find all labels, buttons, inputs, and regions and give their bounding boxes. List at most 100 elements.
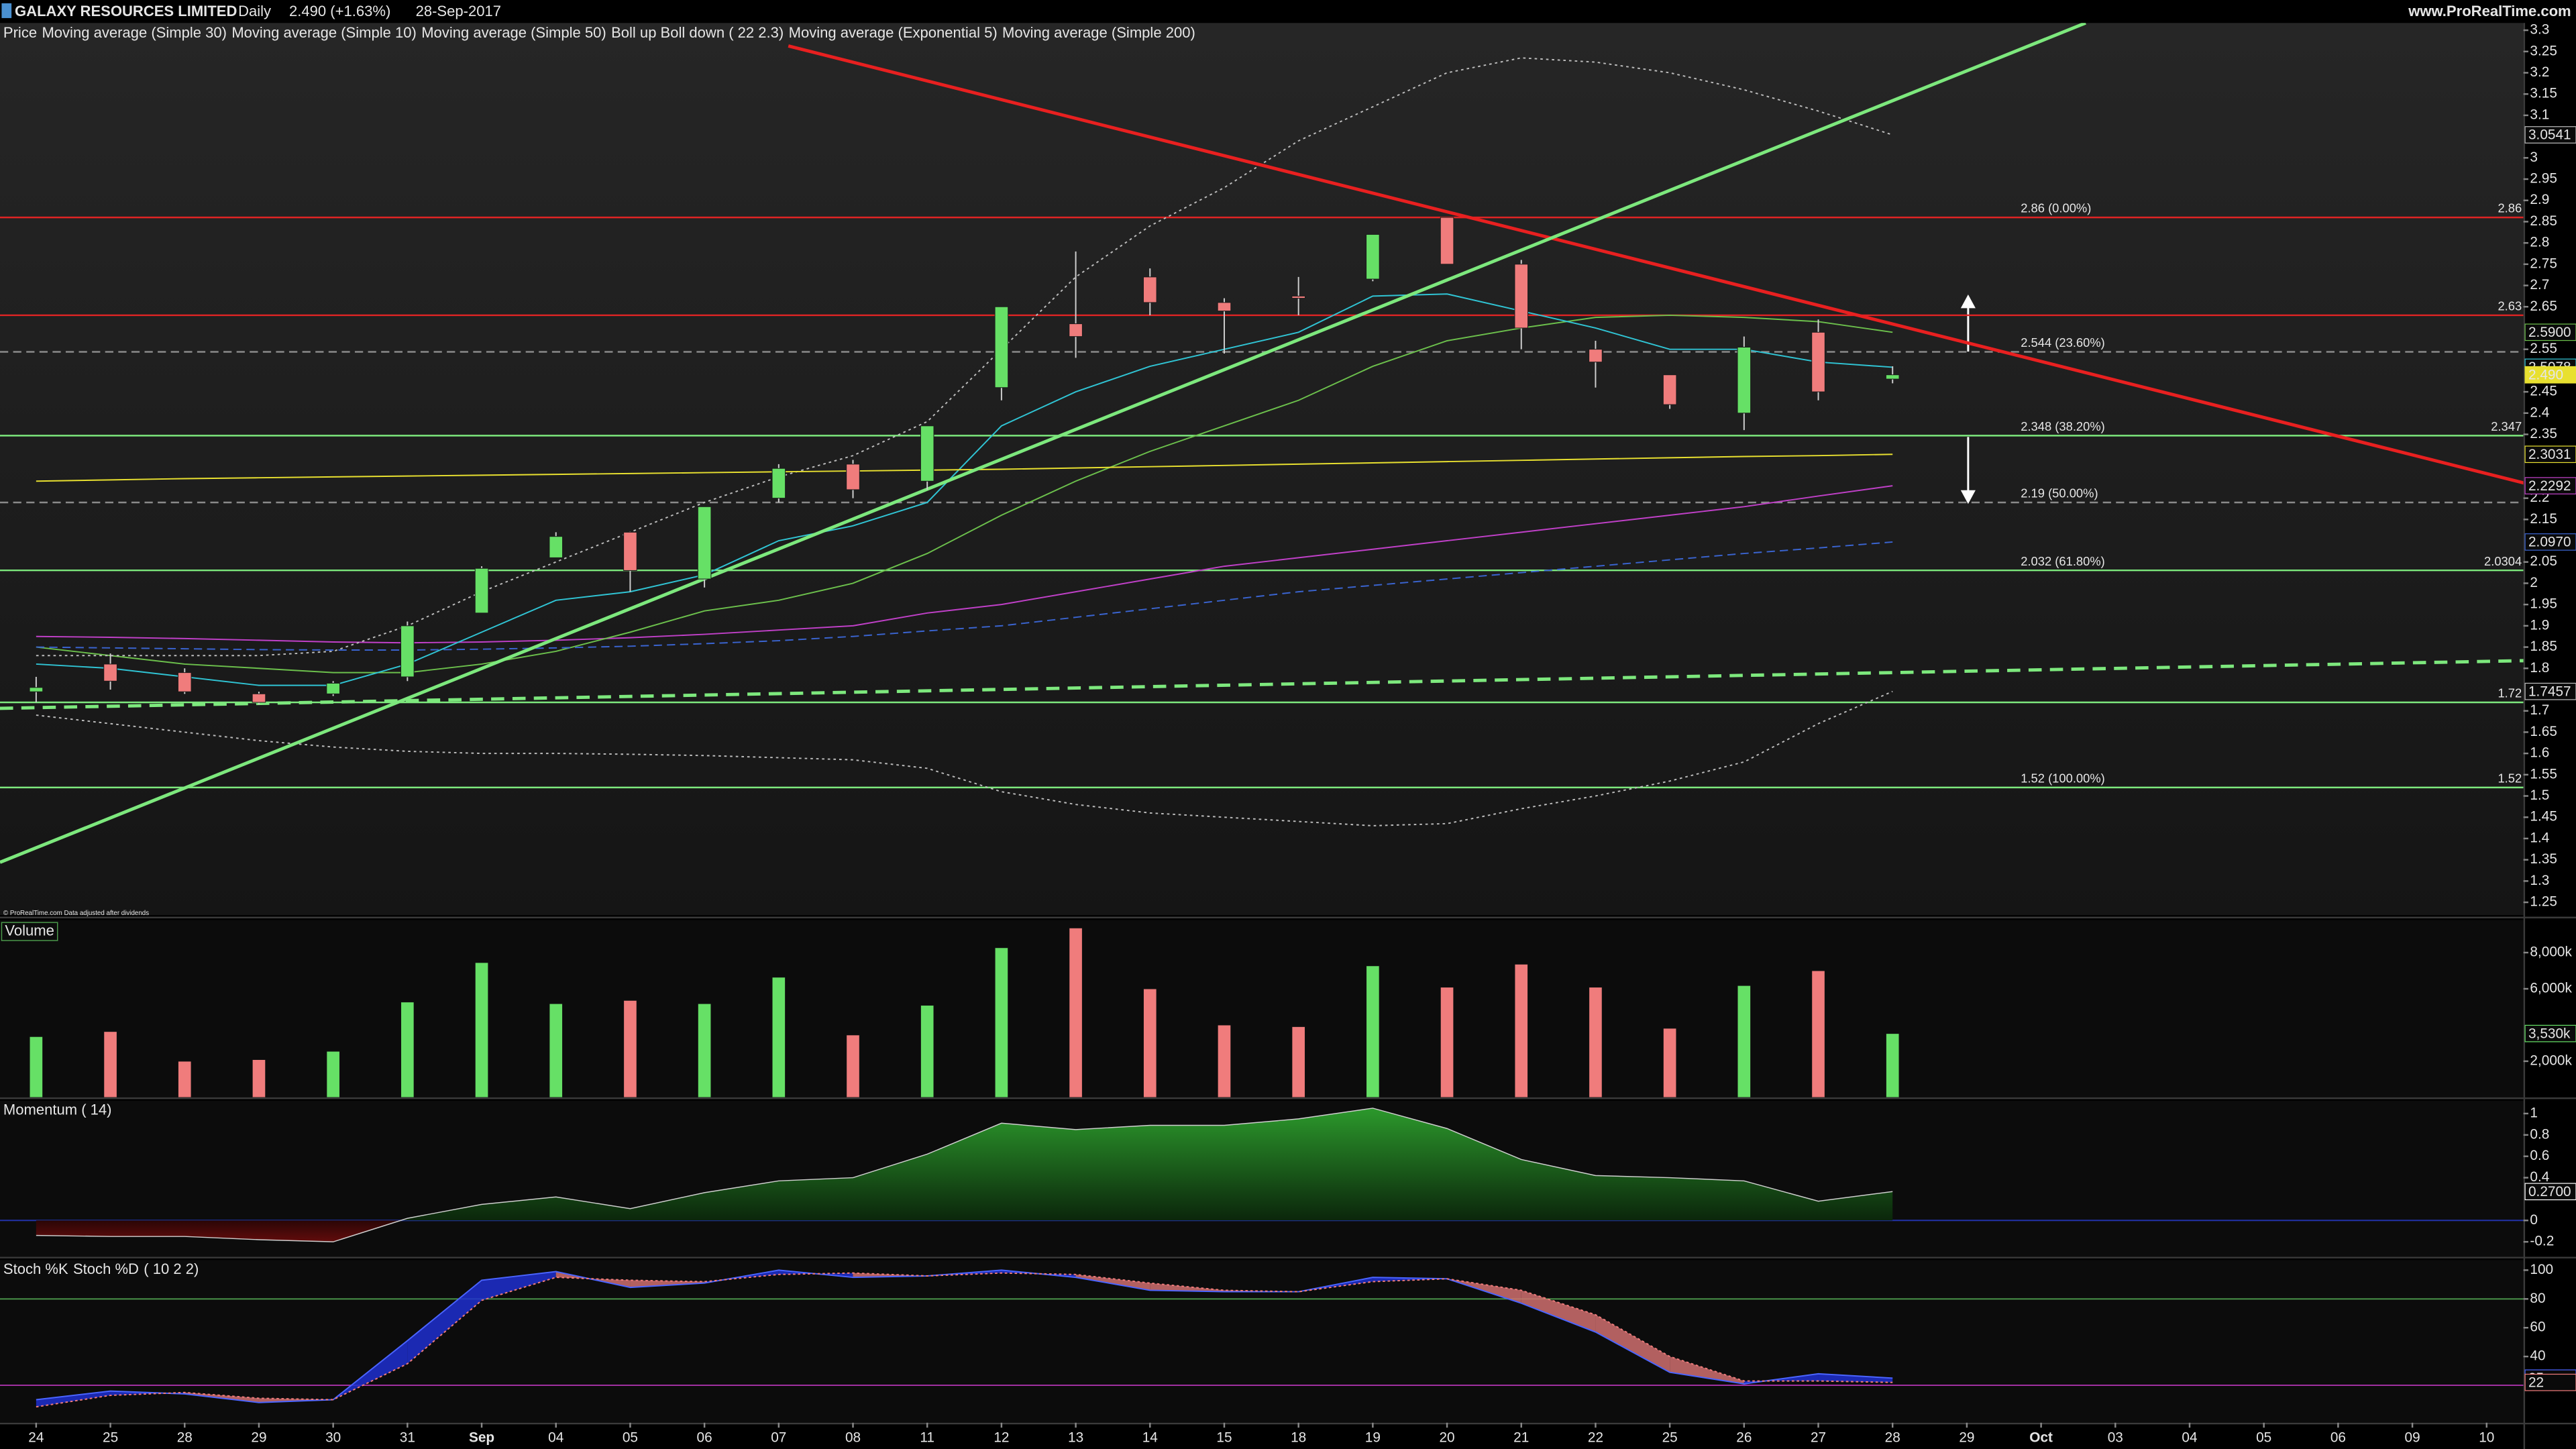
x-tick-label: 04 [548,1430,564,1446]
x-tick-label: 18 [1291,1430,1306,1446]
y-tick-label: 1.95 [2530,596,2557,612]
fib-label: 2.544 (23.60%) [2021,335,2105,350]
stoch-fill [407,1280,482,1364]
x-tick-label: Oct [2029,1430,2053,1446]
x-tick-label: Sep [469,1430,494,1446]
fib-label: 1.52 (100.00%) [2021,771,2105,785]
x-tick-label: 06 [2330,1430,2346,1446]
candle-body [326,682,340,694]
y-tick-label: 2 [2530,575,2538,590]
volume-bar [1811,970,1825,1097]
x-tick-label: 04 [2182,1430,2197,1446]
y-tick-label: 3.3 [2530,22,2549,38]
value-badge: 2.3031 [2528,447,2571,462]
y-tick-label: 0.8 [2530,1126,2549,1142]
app-logo [1,3,12,18]
y-tick-label: 2.15 [2530,511,2557,527]
candle-body [1440,217,1454,265]
trendlines [0,23,2524,864]
price-panel [0,23,2524,916]
candle-body [1069,323,1083,337]
y-tick-label: 1.65 [2530,724,2557,739]
x-tick-label: 05 [2256,1430,2271,1446]
candle-body [1811,331,1825,392]
value-badge-box [2524,366,2576,384]
panel-title-box [1,922,58,941]
x-tick-label: 21 [1513,1430,1529,1446]
x-tick-label: 14 [1142,1430,1158,1446]
candle-body [549,536,564,558]
candle-body [1885,374,1900,380]
candle-body [400,625,415,678]
candles [29,217,1900,705]
moving-average [36,314,1893,674]
legend-entry: Moving average (Simple 50) [421,24,606,41]
volume-bar [1217,1024,1232,1097]
volume-bar [326,1051,340,1097]
y-tick-label: 1.5 [2530,788,2549,803]
momentum [0,1108,2524,1242]
period: Daily [238,3,271,19]
value-badge-box [2524,682,2576,700]
candle-body [846,464,860,490]
stoch-fill [482,1271,556,1301]
y-tick-label: 8,000k [2530,945,2572,960]
trendline [0,659,2524,710]
candle-body [29,687,44,692]
volume-bar [920,1005,934,1097]
candle-body [1589,349,1603,363]
stoch-fill [36,1391,111,1407]
candle-body [994,306,1009,388]
legend-entry: Stoch %D [73,1260,139,1277]
level-value-label: 1.52 [2498,771,2522,785]
instrument-title: GALAXY RESOURCES LIMITED [15,3,237,19]
y-tick-label: 40 [2530,1348,2545,1364]
x-tick-label: 22 [1588,1430,1603,1446]
volume-bar [1662,1028,1677,1097]
volume-bar [1291,1026,1305,1097]
volume-bar [1737,985,1752,1097]
x-tick-label: 27 [1811,1430,1826,1446]
value-badge-box [2524,1024,2576,1042]
x-tick-label: 08 [845,1430,861,1446]
stoch-line [36,1269,1893,1403]
x-tick-label: 28 [177,1430,193,1446]
volume-bar [846,1034,860,1097]
y-tick-label: 2.35 [2530,426,2557,441]
stoch [0,1269,2524,1408]
momentum-area [36,1108,1893,1242]
fib-label: 2.19 (50.00%) [2021,486,2098,500]
volume-bar [1143,988,1157,1097]
volume-bar [771,977,786,1097]
volume-bar [1366,965,1380,1097]
panel-title: Momentum ( 14) [3,1101,112,1118]
candle-body [1291,295,1305,299]
y-tick-label: 2,000k [2530,1053,2572,1068]
y-tick-label: 6,000k [2530,980,2572,996]
candle-body [474,568,489,614]
x-tick-label: 07 [771,1430,786,1446]
y-tick-label: 1.25 [2530,894,2557,910]
level-value-label: 2.63 [2498,299,2522,313]
y-tick-label: 2.4 [2530,405,2549,420]
y-tick-label: 1.7 [2530,702,2549,718]
y-tick-label: 1 [2530,1105,2538,1120]
x-tick-label: 31 [400,1430,415,1446]
stoch-fill [1818,1373,1893,1383]
candle-body [1143,276,1157,303]
candle-body [771,468,786,499]
value-badge: 2.490 [2528,367,2563,382]
volume-bar [1885,1033,1900,1097]
value-badge: 3.0541 [2528,127,2571,143]
value-badge-box [2524,1373,2576,1391]
stoch-fill [1521,1290,1596,1332]
moving-average [36,541,1893,651]
value-badge: 0.2700 [2528,1184,2571,1199]
value-badge-box [2524,323,2576,341]
stoch-line [36,1272,1893,1408]
moving-average [36,485,1893,644]
stoch-fill [1075,1274,1150,1291]
value-badge-box [2524,445,2576,464]
x-tick-label: 19 [1365,1430,1381,1446]
value-badge-box [2524,126,2576,144]
